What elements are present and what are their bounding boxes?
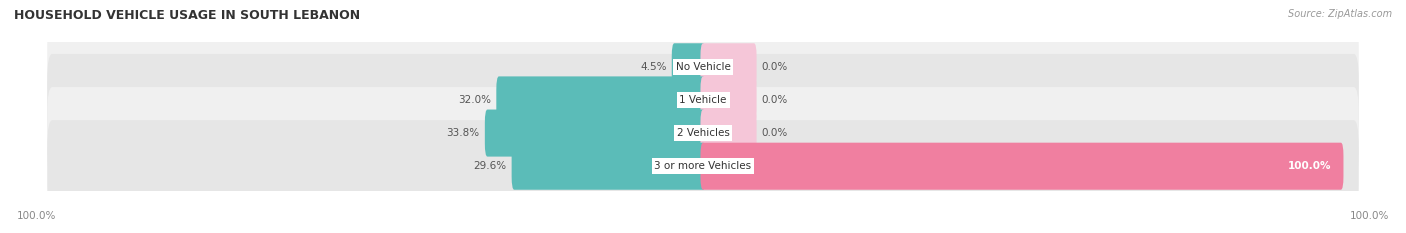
FancyBboxPatch shape [700,110,756,157]
Text: 100.0%: 100.0% [1350,211,1389,221]
Text: 3 or more Vehicles: 3 or more Vehicles [654,161,752,171]
Text: No Vehicle: No Vehicle [675,62,731,72]
Text: 2 Vehicles: 2 Vehicles [676,128,730,138]
Text: 33.8%: 33.8% [447,128,479,138]
Text: 100.0%: 100.0% [1288,161,1331,171]
Text: 100.0%: 100.0% [17,211,56,221]
FancyBboxPatch shape [496,76,706,123]
FancyBboxPatch shape [48,54,1358,146]
Text: 29.6%: 29.6% [474,161,506,171]
FancyBboxPatch shape [485,110,706,157]
Text: 1 Vehicle: 1 Vehicle [679,95,727,105]
FancyBboxPatch shape [672,43,706,90]
Text: 0.0%: 0.0% [762,128,787,138]
FancyBboxPatch shape [700,43,756,90]
FancyBboxPatch shape [700,143,1344,190]
Text: HOUSEHOLD VEHICLE USAGE IN SOUTH LEBANON: HOUSEHOLD VEHICLE USAGE IN SOUTH LEBANON [14,9,360,22]
Text: 0.0%: 0.0% [762,95,787,105]
Text: 0.0%: 0.0% [762,62,787,72]
Text: 4.5%: 4.5% [640,62,666,72]
Text: 32.0%: 32.0% [458,95,491,105]
Text: Source: ZipAtlas.com: Source: ZipAtlas.com [1288,9,1392,19]
FancyBboxPatch shape [48,87,1358,179]
FancyBboxPatch shape [700,76,756,123]
FancyBboxPatch shape [48,120,1358,212]
FancyBboxPatch shape [48,21,1358,113]
FancyBboxPatch shape [512,143,706,190]
